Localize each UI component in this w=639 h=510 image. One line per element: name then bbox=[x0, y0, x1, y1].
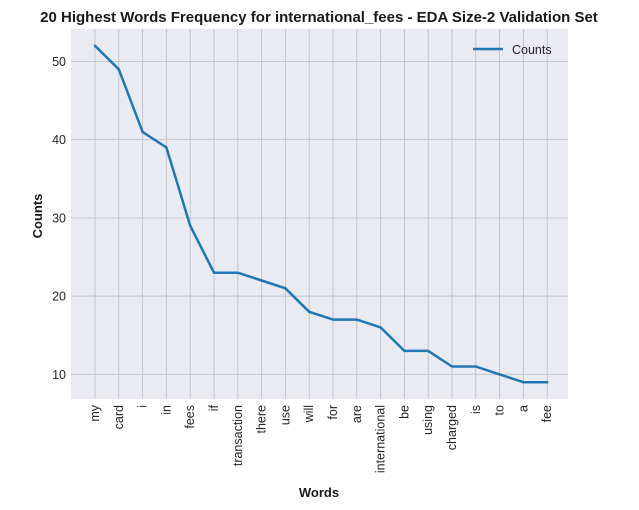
x-tick-label: for bbox=[326, 405, 340, 420]
data-point bbox=[260, 279, 263, 282]
data-point bbox=[355, 318, 358, 321]
data-point bbox=[189, 224, 192, 227]
x-tick-label: to bbox=[493, 405, 507, 415]
data-point bbox=[403, 349, 406, 353]
y-tick-label: 40 bbox=[52, 133, 66, 147]
data-point bbox=[427, 349, 430, 353]
data-point bbox=[284, 287, 287, 290]
x-tick-label: is bbox=[469, 405, 483, 414]
x-tick-label: my bbox=[88, 404, 102, 421]
grid-lines bbox=[71, 29, 568, 399]
series-line-counts bbox=[93, 44, 549, 384]
data-point bbox=[331, 318, 335, 321]
x-tick-label: international bbox=[374, 405, 388, 473]
x-axis-label: Words bbox=[299, 485, 339, 500]
data-point bbox=[141, 130, 144, 134]
series-layer bbox=[93, 44, 549, 384]
data-point bbox=[522, 380, 525, 384]
data-point bbox=[546, 380, 549, 384]
x-tick-label: will bbox=[302, 405, 316, 423]
x-tick-label: use bbox=[278, 405, 292, 425]
data-point bbox=[212, 271, 216, 274]
x-tick-label: transaction bbox=[231, 405, 245, 466]
legend: Counts bbox=[473, 43, 552, 57]
x-tick-label: i bbox=[136, 405, 150, 408]
x-axis-ticks: my card i in fees if transaction there use will fo… bbox=[88, 404, 554, 473]
data-point bbox=[379, 326, 382, 329]
y-tick-label: 10 bbox=[52, 368, 66, 382]
y-tick-label: 50 bbox=[52, 55, 66, 69]
data-point bbox=[498, 373, 501, 376]
chart-title: 20 Highest Words Frequency for internati… bbox=[40, 9, 598, 26]
data-point bbox=[474, 365, 477, 368]
data-point bbox=[117, 68, 121, 71]
x-tick-label: there bbox=[255, 405, 269, 434]
data-point bbox=[165, 146, 168, 149]
x-tick-label: charged bbox=[445, 405, 459, 450]
data-point bbox=[236, 271, 239, 274]
x-tick-label: be bbox=[397, 405, 411, 419]
x-tick-label: fees bbox=[183, 405, 197, 429]
x-tick-label: in bbox=[159, 405, 173, 415]
data-point bbox=[308, 310, 311, 313]
x-tick-label: are bbox=[350, 405, 364, 423]
x-tick-label: card bbox=[112, 405, 126, 429]
y-axis-ticks: 10 20 30 40 50 bbox=[52, 55, 66, 382]
y-tick-label: 30 bbox=[52, 211, 66, 225]
x-tick-label: if bbox=[207, 404, 221, 411]
x-tick-label: using bbox=[421, 405, 435, 435]
x-tick-label: fee bbox=[540, 405, 554, 422]
data-point bbox=[93, 44, 97, 48]
y-tick-label: 20 bbox=[52, 290, 66, 304]
y-axis-label: Counts bbox=[30, 194, 45, 239]
data-point bbox=[450, 365, 454, 368]
plot-area bbox=[71, 29, 568, 399]
x-tick-label: a bbox=[516, 405, 530, 412]
legend-label-counts: Counts bbox=[512, 43, 552, 57]
